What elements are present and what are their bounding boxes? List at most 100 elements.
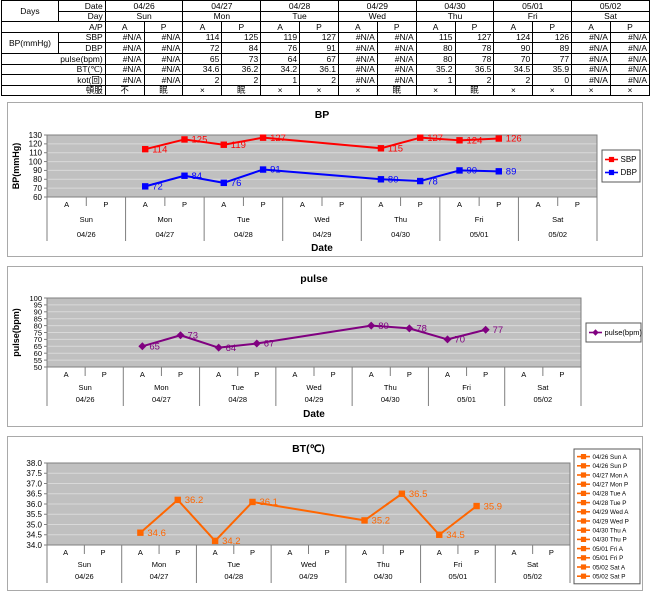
table-cell[interactable]: 78 <box>454 42 495 54</box>
table-cell[interactable]: 1 <box>260 74 301 86</box>
table-cell[interactable]: A <box>571 21 611 33</box>
table-cell[interactable]: 80 <box>415 52 456 65</box>
table-cell[interactable]: P <box>609 21 650 33</box>
table-cell[interactable]: #N/A <box>571 42 611 54</box>
table-cell[interactable]: P <box>143 21 184 33</box>
table-cell[interactable]: #N/A <box>609 52 650 65</box>
table-cell[interactable]: #N/A <box>337 42 378 54</box>
table-cell[interactable]: 36.5 <box>454 63 495 76</box>
table-cell[interactable]: #N/A <box>571 52 611 65</box>
table-cell[interactable]: 眠 <box>143 84 184 97</box>
table-cell[interactable]: × <box>493 84 534 97</box>
table-cell[interactable]: 2 <box>221 74 262 86</box>
table-cell[interactable]: 34.6 <box>182 63 223 76</box>
table-cell[interactable]: 89 <box>532 42 573 54</box>
table-cell[interactable]: #N/A <box>571 74 611 86</box>
table-cell[interactable]: 眠 <box>376 84 417 97</box>
table-cell[interactable]: #N/A <box>376 31 417 44</box>
table-cell[interactable]: P <box>376 21 417 33</box>
table-cell[interactable]: P <box>299 21 339 33</box>
table-cell[interactable]: 127 <box>454 31 495 44</box>
table-cell[interactable]: Days <box>1 0 59 23</box>
table-cell[interactable]: 64 <box>260 52 301 65</box>
table-cell[interactable]: 126 <box>532 31 573 44</box>
table-cell[interactable]: 2 <box>299 74 339 86</box>
table-cell[interactable]: Fri <box>493 10 573 23</box>
table-cell[interactable]: #N/A <box>143 42 184 54</box>
table-cell[interactable]: 不 <box>104 84 145 97</box>
table-cell[interactable]: P <box>454 21 495 33</box>
table-cell[interactable]: 36.2 <box>221 63 262 76</box>
table-cell[interactable]: 114 <box>182 31 223 44</box>
table-cell[interactable]: SBP <box>57 31 106 44</box>
table-cell[interactable]: × <box>299 84 339 97</box>
table-cell[interactable]: #N/A <box>143 74 184 86</box>
table-cell[interactable]: 91 <box>299 42 339 54</box>
bt-chart[interactable]: 34.0 34.5 35.0 35.5 36.0 36.5 37.0 37.5 38.0 A P A P… <box>7 436 643 592</box>
table-cell[interactable]: 90 <box>493 42 534 54</box>
table-cell[interactable]: 眠 <box>454 84 495 97</box>
table-cell[interactable]: Day <box>57 10 106 23</box>
table-cell[interactable]: #N/A <box>337 74 378 86</box>
table-cell[interactable]: 04/27 <box>182 0 262 12</box>
table-cell[interactable]: 73 <box>221 52 262 65</box>
table-cell[interactable]: 119 <box>260 31 301 44</box>
table-cell[interactable]: #N/A <box>143 52 184 65</box>
table-cell[interactable]: × <box>609 84 650 97</box>
table-cell[interactable]: Mon <box>182 10 262 23</box>
table-cell[interactable]: × <box>532 84 573 97</box>
table-cell[interactable]: 34.5 <box>493 63 534 76</box>
table-cell[interactable]: P <box>532 21 573 33</box>
table-cell[interactable]: P <box>221 21 262 33</box>
table-cell[interactable]: #N/A <box>104 74 145 86</box>
table-cell[interactable]: BT(℃) <box>1 63 106 76</box>
table-cell[interactable]: 125 <box>221 31 262 44</box>
table-cell[interactable]: #N/A <box>609 42 650 54</box>
table-cell[interactable]: 70 <box>493 52 534 65</box>
table-cell[interactable]: × <box>337 84 378 97</box>
table-cell[interactable]: 04/29 <box>337 0 417 12</box>
table-cell[interactable]: A <box>104 21 145 33</box>
table-cell[interactable]: 84 <box>221 42 262 54</box>
table-cell[interactable]: 72 <box>182 42 223 54</box>
table-cell[interactable]: A <box>415 21 456 33</box>
table-cell[interactable]: #N/A <box>337 31 378 44</box>
table-cell[interactable]: #N/A <box>376 52 417 65</box>
table-cell[interactable]: kot(回) <box>1 74 106 86</box>
table-cell[interactable]: 76 <box>260 42 301 54</box>
table-cell[interactable]: #N/A <box>609 74 650 86</box>
table-cell[interactable]: A/P <box>1 21 106 33</box>
table-cell[interactable]: 0 <box>532 74 573 86</box>
table-cell[interactable]: DBP <box>57 42 106 54</box>
table-cell[interactable]: 35.2 <box>415 63 456 76</box>
table-cell[interactable]: 2 <box>182 74 223 86</box>
table-cell[interactable]: A <box>260 21 301 33</box>
table-cell[interactable]: #N/A <box>609 31 650 44</box>
table-cell[interactable]: A <box>337 21 378 33</box>
table-cell[interactable]: Sun <box>104 10 184 23</box>
table-cell[interactable]: 80 <box>415 42 456 54</box>
table-cell[interactable]: × <box>571 84 611 97</box>
table-cell[interactable]: pulse(bpm) <box>1 52 106 65</box>
table-cell[interactable]: Sat <box>571 10 650 23</box>
table-cell[interactable]: A <box>182 21 223 33</box>
table-cell[interactable]: 04/30 <box>415 0 495 12</box>
table-cell[interactable]: #N/A <box>376 74 417 86</box>
table-cell[interactable]: #N/A <box>571 31 611 44</box>
table-cell[interactable]: 眠 <box>221 84 262 97</box>
table-cell[interactable]: 05/02 <box>571 0 650 12</box>
table-cell[interactable]: Thu <box>415 10 495 23</box>
table-cell[interactable]: 05/01 <box>493 0 573 12</box>
table-cell[interactable]: 67 <box>299 52 339 65</box>
table-cell[interactable]: 頓服 <box>1 84 106 97</box>
table-cell[interactable]: #N/A <box>104 31 145 44</box>
table-cell[interactable]: 2 <box>454 74 495 86</box>
table-cell[interactable]: × <box>260 84 301 97</box>
pulse-chart[interactable]: 50 55 60 65 70 75 80 85 90 95 100 pulse(bpm) A P A P A P A… <box>7 266 643 428</box>
table-cell[interactable]: × <box>415 84 456 97</box>
table-cell[interactable]: 34.2 <box>260 63 301 76</box>
table-cell[interactable]: #N/A <box>376 63 417 76</box>
table-cell[interactable]: 124 <box>493 31 534 44</box>
table-cell[interactable]: #N/A <box>609 63 650 76</box>
table-cell[interactable]: #N/A <box>337 52 378 65</box>
